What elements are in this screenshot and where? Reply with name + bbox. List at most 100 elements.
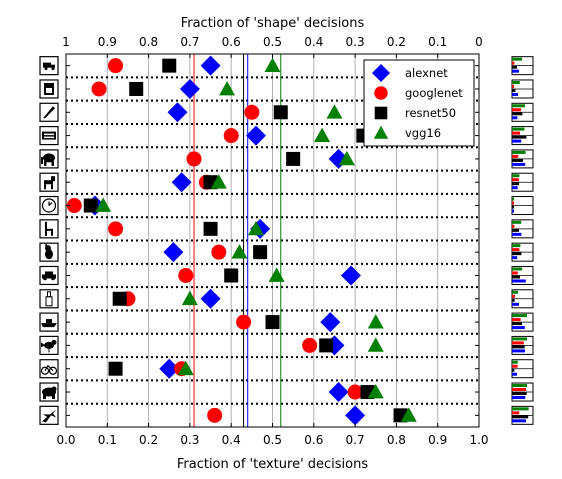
oven-icon [39,79,59,99]
resnet50-point [112,291,127,306]
mini-bar [512,275,520,279]
mini-bar-chart [511,172,534,192]
bottle-icon-glyph [47,291,51,298]
bottom-tick-label: 0.4 [222,433,241,447]
googlenet-point [347,384,363,400]
mini-bar [512,384,527,388]
mini-bar [512,279,526,283]
vgg16-point [367,384,384,399]
cat-icon-glyph [45,243,48,247]
mini-bar [512,220,522,224]
mini-bar [512,57,522,61]
alexnet-point [159,358,180,379]
mini-bar [512,88,516,92]
mini-bar [512,248,520,252]
elephant-icon-glyph [43,153,55,163]
airplane-icon-glyph [43,414,50,418]
vgg16-point [210,174,227,189]
truck-icon-glyph [51,67,55,71]
bottom-tick-label: 0.0 [56,433,75,447]
mini-bar [512,298,515,302]
dog-icon-glyph [51,176,55,182]
mini-bar [512,392,527,396]
elephant-icon-glyph [51,160,54,166]
bottom-tick-label: 0.1 [98,433,117,447]
vgg16-point [95,197,112,212]
category-icons [39,56,59,425]
resnet50-point [286,151,301,166]
mini-bar [512,256,518,260]
vgg16-point [367,337,384,352]
grid-layer [66,54,479,427]
bottom-axis-title: Fraction of 'texture' decisions [177,457,369,472]
knife-icon [39,102,59,122]
mini-bar [512,108,521,112]
bicycle-icon-glyph [44,364,54,372]
top-tick-label: 1 [62,35,70,49]
elephant-icon-glyph [41,156,43,164]
resnet50-point [224,268,239,283]
googlenet-point [108,221,124,237]
alexnet-legend-marker [372,64,390,82]
vgg16-point [400,407,417,422]
marker-layer [66,55,417,426]
mini-bar [512,411,520,415]
mini-bar-chart [511,196,534,216]
elephant-icon [39,149,59,169]
mini-bar [512,158,523,162]
mini-bar [512,150,526,154]
alexnet-point [328,382,349,403]
truck-icon [39,56,59,76]
cat-icon-glyph [45,249,53,260]
googlenet-point [186,151,202,167]
knife-icon-glyph [43,106,55,119]
vgg16-point [268,267,285,282]
mini-bar [512,116,518,120]
icon-frame [39,289,59,309]
mini-bar [512,69,519,73]
resnet50-point [265,315,280,330]
mini-bar [512,271,518,275]
resnet50-point [253,245,268,260]
bottom-tick-label: 0.3 [180,433,199,447]
alexnet-point [340,265,361,286]
mini-bar-chart [511,126,534,146]
keyboard-icon-glyph [44,133,54,136]
resnet50-legend-marker [374,106,388,120]
bottom-tick-label: 0.8 [387,433,406,447]
top-tick-label: 0.6 [222,35,241,49]
mini-bar [512,341,524,345]
vgg16-point [177,360,194,376]
mini-bar [512,104,525,108]
alexnet-point [179,78,200,99]
googlenet-point [207,407,223,423]
resnet50-point [319,338,334,353]
vgg16-point [264,57,281,73]
bottom-tick-label: 1.0 [469,433,488,447]
clock-icon-glyph [41,198,57,213]
legend-label: resnet50 [405,106,456,120]
vgg16-point [247,220,264,236]
googlenet-legend-marker [374,86,388,100]
oven-icon-glyph [46,87,52,93]
mini-bar [512,364,518,368]
car-icon-glyph [43,276,47,281]
alexnet-point [167,102,188,123]
mini-bar [512,131,520,135]
mini-bar [512,205,514,209]
top-tick-label: 0.9 [98,35,117,49]
alexnet-point [163,242,184,263]
vgg16-point [326,104,343,119]
bird-icon [39,335,59,356]
legend-label: alexnet [405,66,448,80]
resnet50-point [83,198,98,213]
car-icon-glyph [42,274,56,279]
keyboard-icon [39,125,59,146]
googlenet-point [178,267,194,283]
keyboard-icon-glyph [44,136,54,139]
legend: alexnet googlenet resnet50 vgg16 [363,59,475,147]
mini-bar [512,360,518,364]
vgg16-point [338,150,355,166]
bottom-tick-label: 0.9 [428,433,447,447]
vgg16-point [367,314,384,329]
